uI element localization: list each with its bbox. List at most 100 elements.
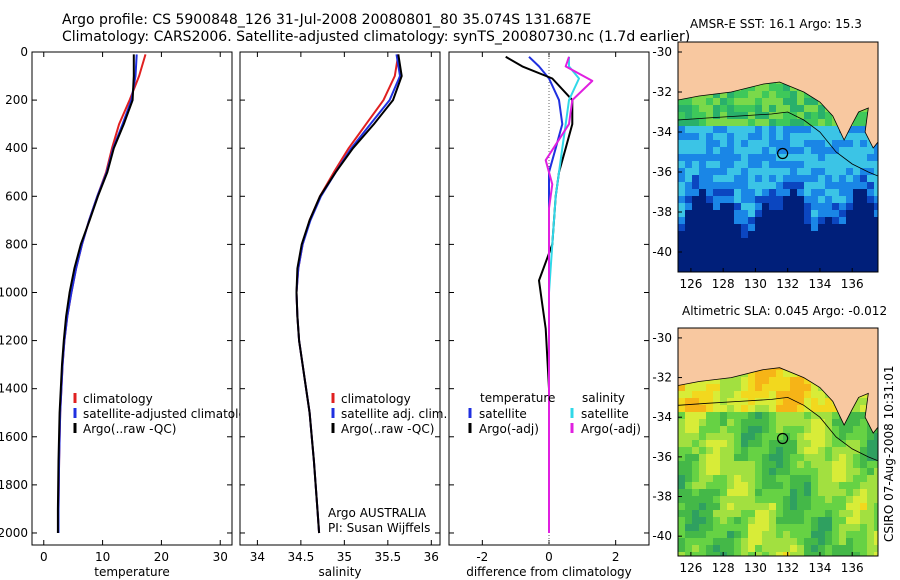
sla-map-grid-cell bbox=[839, 496, 847, 504]
sst-map-grid-cell bbox=[685, 210, 693, 218]
sst-map-grid-cell bbox=[846, 161, 854, 169]
sla-map-grid-cell bbox=[825, 552, 833, 556]
sst-map-grid-cell bbox=[853, 168, 861, 176]
sla-map-grid-cell bbox=[720, 440, 728, 448]
sst-map-grid-cell bbox=[811, 266, 819, 272]
sst-map-grid-cell bbox=[720, 147, 728, 155]
sla-map-grid-cell bbox=[741, 398, 749, 406]
sla-map-grid-cell bbox=[839, 545, 847, 553]
sla-map-grid-cell bbox=[790, 524, 798, 532]
sst-map-grid-cell bbox=[762, 147, 770, 155]
sst-map-grid-cell bbox=[825, 147, 833, 155]
sla-map-grid-cell bbox=[692, 398, 700, 406]
sla-map-grid-cell bbox=[755, 454, 763, 462]
sla-map-grid-cell bbox=[839, 552, 847, 556]
sla-map-grid-cell bbox=[755, 412, 763, 420]
sst-map-grid-cell bbox=[720, 91, 728, 99]
sst-map-grid-cell bbox=[853, 147, 861, 155]
sst-map-grid-cell bbox=[853, 189, 861, 197]
difference-xlabel: difference from climatology bbox=[466, 565, 632, 579]
sst-map-grid-cell bbox=[825, 133, 833, 141]
temperature-legend-label: satellite-adjusted climatolo bbox=[83, 407, 246, 421]
sla-map-grid-cell bbox=[720, 524, 728, 532]
sla-map-grid-cell bbox=[741, 391, 749, 399]
sst-map-grid-cell bbox=[685, 231, 693, 239]
figure-title-line2: Climatology: CARS2006. Satellite-adjuste… bbox=[62, 29, 691, 45]
sla-map-grid-cell bbox=[699, 454, 707, 462]
sla-map-grid-cell bbox=[741, 461, 749, 469]
sla-map-grid-cell bbox=[846, 468, 854, 476]
sst-map-grid-cell bbox=[741, 126, 749, 134]
sst-map-grid-cell bbox=[699, 189, 707, 197]
sla-map-grid-cell bbox=[748, 489, 756, 497]
sla-map-grid-cell bbox=[783, 475, 791, 483]
temperature-xtick-label: 20 bbox=[154, 550, 169, 564]
sla-map-grid-cell bbox=[811, 405, 819, 413]
sla-map-grid-cell bbox=[769, 412, 777, 420]
sla-map-grid-cell bbox=[867, 461, 875, 469]
sst-map-grid-cell bbox=[734, 175, 742, 183]
sst-map-grid-cell bbox=[804, 161, 812, 169]
sst-map-grid-cell bbox=[762, 112, 770, 120]
sla-map-grid-cell bbox=[699, 545, 707, 553]
sst-map-grid-cell bbox=[832, 224, 840, 232]
sst-map-grid-cell bbox=[762, 266, 770, 272]
sla-map-grid-cell bbox=[685, 398, 693, 406]
sst-map-grid-cell bbox=[860, 252, 868, 260]
sla-map-grid-cell bbox=[748, 482, 756, 490]
sst-map-grid-cell bbox=[741, 217, 749, 225]
sst-map-grid-cell bbox=[762, 203, 770, 211]
sla-map-grid-cell bbox=[755, 433, 763, 441]
sst-map-grid-cell bbox=[699, 112, 707, 120]
sst-map-grid-cell bbox=[720, 161, 728, 169]
sst-map-grid-cell bbox=[860, 119, 868, 127]
sla-map-grid-cell bbox=[762, 468, 770, 476]
sla-map-grid-cell bbox=[678, 447, 686, 455]
sst-map-grid-cell bbox=[811, 112, 819, 120]
sla-map-grid-cell bbox=[818, 552, 826, 556]
sst-map-grid-cell bbox=[832, 182, 840, 190]
sst-map-grid-cell bbox=[769, 224, 777, 232]
sla-map-grid-cell bbox=[839, 426, 847, 434]
sst-map-grid-cell bbox=[874, 189, 878, 197]
salinity-xtick-label: 35 bbox=[337, 550, 352, 564]
sst-map-grid-cell bbox=[839, 259, 847, 267]
sla-map-grid-cell bbox=[727, 510, 735, 518]
sst-map-grid-cell bbox=[720, 154, 728, 162]
sla-map-grid-cell bbox=[741, 377, 749, 385]
sla-map-grid-cell bbox=[741, 496, 749, 504]
sla-map-grid-cell bbox=[727, 482, 735, 490]
sla-map-grid-cell bbox=[678, 503, 686, 511]
sst-map-grid-cell bbox=[748, 224, 756, 232]
sst-map-grid-cell bbox=[818, 189, 826, 197]
sst-map-grid-cell bbox=[755, 84, 763, 92]
sst-map-grid-cell bbox=[867, 154, 875, 162]
sla-map-ytick-label: -32 bbox=[652, 371, 672, 385]
sla-map-grid-cell bbox=[874, 454, 878, 462]
sst-map-grid-cell bbox=[811, 140, 819, 148]
sst-map-grid-cell bbox=[790, 154, 798, 162]
sst-map-grid-cell bbox=[825, 119, 833, 127]
sst-map-grid-cell bbox=[769, 161, 777, 169]
sla-map-grid-cell bbox=[748, 475, 756, 483]
sst-map-grid-cell bbox=[734, 259, 742, 267]
sla-map-grid-cell bbox=[706, 377, 714, 385]
sst-map-grid-cell bbox=[692, 203, 700, 211]
sst-map-grid-cell bbox=[839, 161, 847, 169]
sst-map-grid-cell bbox=[832, 266, 840, 272]
sla-map-grid-cell bbox=[846, 489, 854, 497]
sla-map-grid-cell bbox=[846, 510, 854, 518]
sla-map-grid-cell bbox=[860, 398, 868, 406]
depth-tick-label: 200 bbox=[5, 93, 28, 107]
sst-map-grid-cell bbox=[762, 105, 770, 113]
sst-map-grid-cell bbox=[685, 98, 693, 106]
sst-map-grid-cell bbox=[734, 154, 742, 162]
sst-map-grid-cell bbox=[727, 154, 735, 162]
salinity-xtick-label: 34 bbox=[250, 550, 265, 564]
sla-map-grid-cell bbox=[734, 461, 742, 469]
sst-map-grid-cell bbox=[804, 203, 812, 211]
sst-map-grid-cell bbox=[797, 238, 805, 246]
sst-map-grid-cell bbox=[699, 126, 707, 134]
sst-map-grid-cell bbox=[776, 175, 784, 183]
sla-map-grid-cell bbox=[713, 503, 721, 511]
